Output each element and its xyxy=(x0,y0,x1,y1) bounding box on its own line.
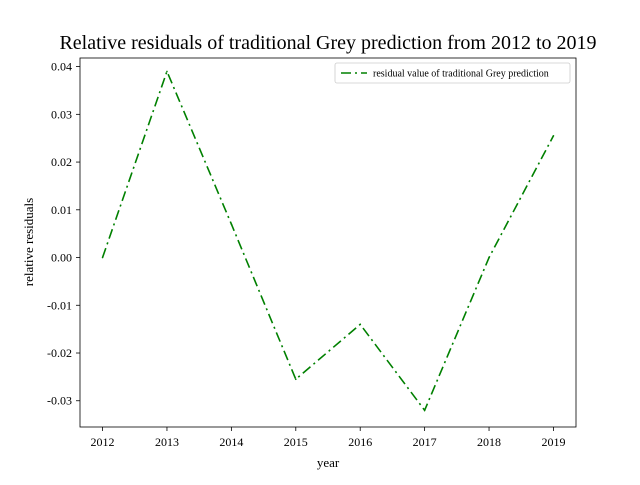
x-tick-label: 2014 xyxy=(219,435,243,449)
data-point xyxy=(230,223,233,225)
x-tick-label: 2018 xyxy=(477,435,501,449)
x-tick-label: 2017 xyxy=(413,435,437,449)
y-tick-label: 0.03 xyxy=(51,107,72,121)
legend: residual value of traditional Grey predi… xyxy=(334,62,571,84)
data-point xyxy=(294,378,297,381)
y-tick-label: 0.00 xyxy=(51,251,72,265)
x-tick-label: 2016 xyxy=(348,435,372,449)
y-tick-label: 0.04 xyxy=(51,60,72,74)
y-tick-label: 0.02 xyxy=(51,155,72,169)
data-point xyxy=(166,70,168,73)
data-point xyxy=(101,256,104,259)
y-tick-label: 0.01 xyxy=(51,203,72,217)
x-tick-label: 2019 xyxy=(541,435,565,449)
plot-frame xyxy=(79,57,577,428)
x-axis-label: year xyxy=(317,455,340,470)
series-line xyxy=(101,69,555,412)
data-point xyxy=(423,409,426,412)
y-axis-label: relative residuals xyxy=(21,198,36,286)
y-tick-label: -0.01 xyxy=(47,298,72,312)
legend-box xyxy=(334,62,571,84)
legend-label: residual value of traditional Grey predi… xyxy=(373,69,549,80)
x-tick-label: 2012 xyxy=(91,435,115,449)
y-tick-label: -0.02 xyxy=(47,346,72,360)
data-point xyxy=(488,256,490,259)
x-tick-label: 2013 xyxy=(155,435,179,449)
plot-area: 2012 2013 2014 2015 2016 2017 2018 2019 -0.03 -0.… xyxy=(47,57,577,449)
y-tick-label: -0.03 xyxy=(47,394,72,408)
data-point xyxy=(359,323,362,326)
data-point xyxy=(552,135,555,137)
chart-title: Relative residuals of traditional Grey p… xyxy=(59,32,596,54)
x-tick-label: 2015 xyxy=(284,435,308,449)
